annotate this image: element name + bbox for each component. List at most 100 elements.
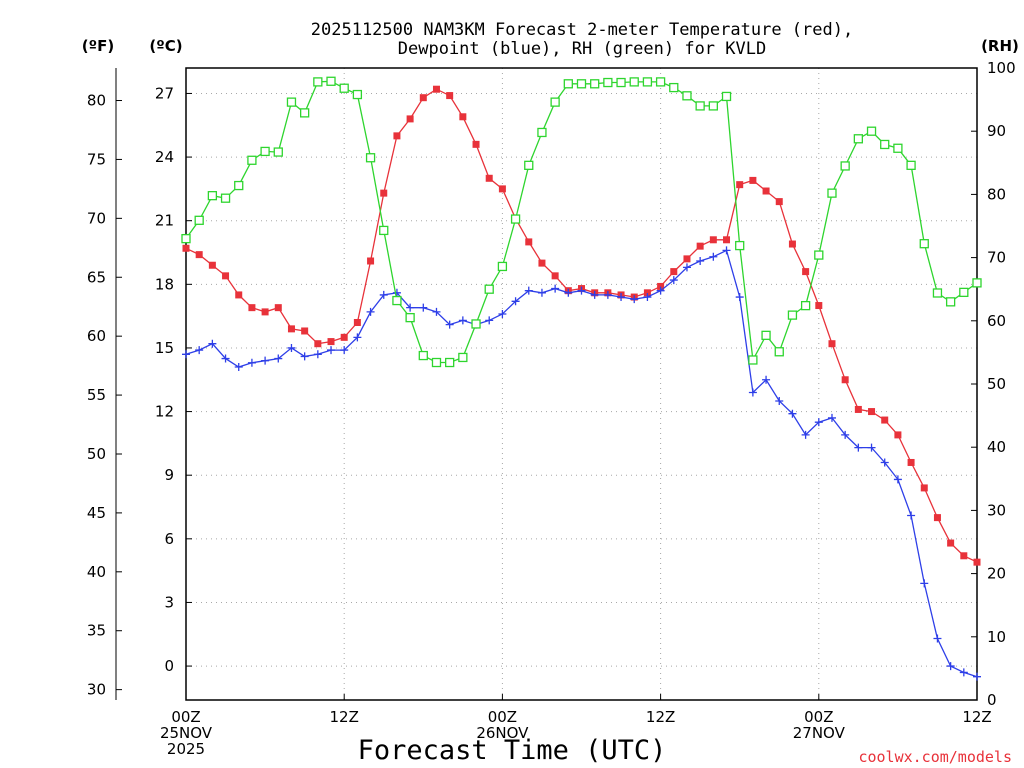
time-tick-label: 12Z	[962, 708, 991, 726]
rh-point	[286, 97, 297, 107]
time-tick-label: 00Z	[804, 708, 833, 726]
rh-point	[207, 191, 218, 201]
time-tick-label: 12Z	[330, 708, 359, 726]
rh-point	[774, 347, 784, 357]
rh-point	[392, 295, 402, 306]
2-meter-temperature-point	[881, 416, 889, 424]
2-meter-temperature-point	[815, 302, 823, 310]
time-tick-label: 00Z	[488, 708, 517, 726]
rh-point	[590, 79, 600, 89]
rh-point	[445, 357, 455, 368]
rh-point	[787, 310, 798, 320]
2-meter-temperature-point	[195, 251, 203, 259]
time-tick-label: 00Z	[171, 708, 200, 726]
rh-point	[735, 240, 745, 251]
dewpoint-point	[366, 307, 375, 316]
plot-frame	[185, 67, 978, 701]
rh-point	[563, 79, 573, 89]
2-meter-temperature-series	[182, 85, 981, 566]
fahrenheit-tick-label: 55	[87, 386, 106, 404]
dewpoint-point	[669, 276, 678, 285]
fahrenheit-tick-label: 60	[87, 327, 106, 345]
rh-tick-label: 80	[987, 185, 1006, 203]
dewpoint-point	[590, 290, 599, 299]
2-meter-temperature-point	[498, 185, 506, 193]
fahrenheit-tick-label: 35	[87, 622, 106, 640]
dewpoint-point	[195, 346, 204, 355]
2-meter-temperature-point	[274, 304, 282, 312]
rh-point	[576, 79, 587, 89]
data-series	[181, 76, 982, 681]
dewpoint-point	[340, 346, 349, 355]
rh-point	[537, 127, 547, 138]
rh-point	[510, 214, 521, 224]
rh-point	[800, 300, 811, 311]
rh-tick-label: 100	[987, 59, 1016, 77]
2-meter-temperature-point	[248, 304, 256, 312]
rh-tick-label: 60	[987, 312, 1006, 330]
dewpoint-point	[973, 672, 981, 681]
chart-title-line2: Dewpoint (blue), RH (green) for KVLD	[398, 39, 766, 59]
dewpoint-point	[406, 303, 415, 312]
2-meter-temperature-point	[920, 484, 928, 492]
2-meter-temperature-point	[670, 268, 678, 276]
rh-tick-label: 10	[987, 628, 1006, 646]
time-tick-label: 27NOV	[793, 724, 846, 742]
dewpoint-point	[933, 634, 942, 643]
2-meter-temperature-point	[182, 244, 190, 252]
dewpoint-point	[696, 256, 705, 265]
2-meter-temperature-point	[802, 268, 810, 276]
dewpoint-point	[656, 286, 665, 295]
2-meter-temperature-point	[775, 198, 783, 206]
dewpoint-point	[854, 443, 863, 452]
dewpoint-point	[893, 475, 902, 484]
2-meter-temperature-point	[973, 558, 981, 566]
dewpoint-point	[907, 511, 916, 520]
2-meter-temperature-point	[551, 272, 559, 280]
celsius-tick-label: 27	[155, 84, 174, 102]
dewpoint-point	[827, 413, 836, 422]
rh-tick-label: 50	[987, 375, 1006, 393]
rh-point	[721, 91, 732, 102]
dewpoint-point	[261, 356, 270, 365]
fahrenheit-tick-label: 70	[87, 209, 106, 227]
rh-point	[945, 297, 956, 307]
rh-point	[814, 250, 824, 260]
dewpoint-point	[208, 339, 217, 348]
2-meter-temperature-point	[683, 255, 691, 263]
dewpoint-point	[221, 354, 230, 363]
rh-point	[194, 215, 204, 225]
rh-point	[497, 261, 508, 272]
dewpoint-point	[867, 443, 876, 452]
dewpoint-point	[735, 293, 744, 302]
dewpoint-point	[537, 288, 546, 297]
dewpoint-point	[564, 288, 573, 297]
rh-tick-label: 70	[987, 249, 1006, 267]
rh-point	[379, 225, 389, 236]
rh-point	[708, 101, 718, 111]
dewpoint-point	[353, 333, 362, 342]
rh-series	[181, 76, 982, 368]
rh-axis-label: (RH)	[981, 37, 1019, 55]
rh-point	[220, 193, 231, 203]
dewpoint-point	[182, 350, 190, 359]
dewpoint-point	[814, 418, 823, 427]
rh-point	[484, 284, 494, 294]
fahrenheit-tick-label: 45	[87, 504, 106, 522]
rh-point	[880, 139, 890, 150]
2-meter-temperature-point	[314, 340, 322, 348]
2-meter-temperature-point	[788, 240, 796, 248]
2-meter-temperature-point	[657, 282, 665, 290]
dewpoint-point	[392, 288, 401, 297]
dewpoint-line	[185, 249, 978, 678]
celsius-tick-label: 15	[155, 339, 174, 357]
dewpoint-point	[551, 284, 560, 293]
2-meter-temperature-point	[868, 408, 876, 416]
2-meter-temperature-point	[485, 174, 493, 182]
rh-tick-label: 90	[987, 122, 1006, 140]
dewpoint-series	[182, 246, 981, 681]
2-meter-temperature-point	[353, 318, 361, 326]
rh-point	[748, 355, 758, 365]
2-meter-temperature-point	[261, 308, 269, 316]
2-meter-temperature-point	[538, 259, 546, 267]
